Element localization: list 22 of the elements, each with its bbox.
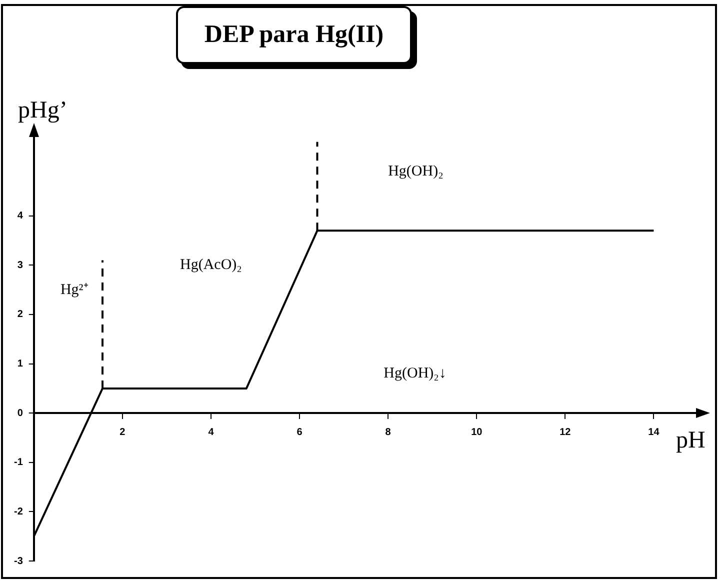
y-tick-label: 1 bbox=[17, 358, 24, 370]
y-tick-label: -2 bbox=[14, 506, 24, 518]
y-tick-label: 4 bbox=[17, 210, 24, 222]
x-tick-label: 14 bbox=[648, 426, 660, 438]
chart-title: DEP para Hg(II) bbox=[176, 6, 412, 64]
y-tick-label: 2 bbox=[17, 309, 24, 320]
x-tick-label: 4 bbox=[208, 426, 214, 438]
annotation: Hg(OH)₂↓ bbox=[384, 366, 446, 382]
x-tick-label: 2 bbox=[120, 426, 126, 438]
annotation: Hg(OH)₂ bbox=[388, 163, 444, 180]
annotation: Hg²⁺ bbox=[60, 282, 88, 298]
x-tick-label: 12 bbox=[560, 426, 572, 438]
y-axis-title: pHg’ bbox=[18, 97, 68, 124]
annotation: Hg(AcO)₂ bbox=[180, 257, 242, 274]
x-tick-label: 6 bbox=[296, 426, 303, 438]
y-tick-label: -3 bbox=[14, 556, 24, 567]
y-tick-label: 3 bbox=[17, 260, 24, 271]
y-tick-label: 0 bbox=[17, 408, 24, 419]
x-axis-title: pH bbox=[676, 427, 706, 454]
x-tick-label: 10 bbox=[471, 426, 483, 438]
x-tick-label: 8 bbox=[385, 426, 392, 438]
y-tick-label: -1 bbox=[14, 457, 24, 468]
